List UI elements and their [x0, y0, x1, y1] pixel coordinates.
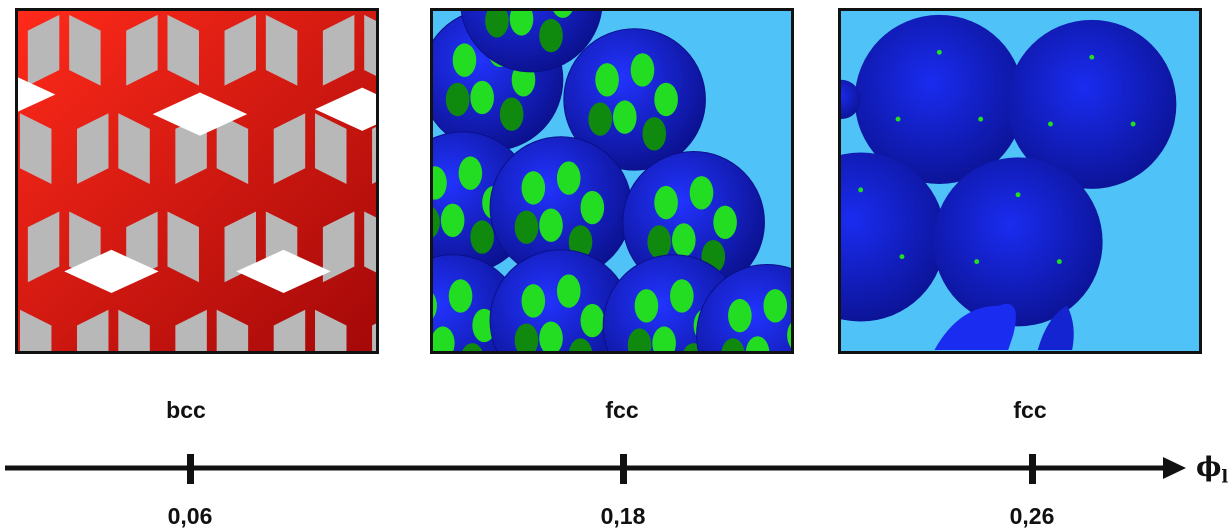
- tick-label-1: 0,06: [168, 503, 213, 530]
- particle-patch: [539, 209, 563, 242]
- particle-patch: [595, 63, 619, 96]
- particle-patch: [654, 186, 678, 219]
- particle-patch: [670, 279, 694, 312]
- phase-label-bcc: bcc: [166, 397, 206, 424]
- particle-patch: [1057, 259, 1062, 264]
- particle-patch: [1016, 192, 1021, 197]
- particle-patch: [978, 117, 983, 122]
- particle-patch: [522, 171, 546, 204]
- tick-label-3: 0,26: [1010, 503, 1055, 530]
- particle-patch: [858, 187, 863, 192]
- phase-label-fcc-2: fcc: [1013, 397, 1046, 424]
- particle-patch: [588, 102, 612, 135]
- particle-patch: [557, 274, 581, 307]
- particle-patch: [728, 299, 752, 332]
- particle-patch: [763, 289, 787, 322]
- particle-patch: [647, 225, 671, 258]
- particle-patch: [631, 53, 655, 86]
- particle-patch: [974, 259, 979, 264]
- particle-patch: [581, 304, 605, 337]
- phase-label-fcc-1: fcc: [605, 397, 638, 424]
- axis-variable-label: ϕl: [1196, 452, 1228, 487]
- particle-patch: [900, 254, 905, 259]
- fcc-structure-image-1: [430, 8, 794, 354]
- particle-patch: [581, 191, 605, 224]
- particle-patch: [635, 289, 659, 322]
- particle-patch: [1131, 122, 1136, 127]
- particle-patch: [557, 161, 581, 194]
- particle-patch: [470, 220, 494, 253]
- phi-axis: [0, 440, 1232, 500]
- particle-patch: [470, 81, 494, 114]
- fcc-patchy-render-2: [841, 11, 1199, 351]
- particle-patch: [441, 204, 465, 237]
- patchy-particle: [933, 157, 1102, 326]
- bcc-structure-image: [15, 8, 379, 354]
- particle-patch: [446, 83, 470, 116]
- particle-patch: [459, 156, 483, 189]
- particle-patch: [613, 100, 637, 133]
- particle-patch: [672, 223, 696, 256]
- fcc-structure-image-2: [838, 8, 1202, 354]
- particle-patch: [654, 83, 678, 116]
- particle-patch: [1048, 122, 1053, 127]
- particle-patch: [642, 117, 666, 150]
- particle-patch: [896, 117, 901, 122]
- axis-tick-3: [1029, 454, 1036, 484]
- bcc-network-render: [18, 11, 376, 351]
- particle-patch: [500, 97, 524, 130]
- tick-label-2: 0,18: [601, 503, 646, 530]
- particle-patch: [713, 206, 737, 239]
- particle-patch: [522, 284, 546, 317]
- axis-tick-1: [187, 454, 194, 484]
- particle-patch: [1089, 55, 1094, 60]
- particle-patch: [515, 210, 539, 243]
- particle-patch: [937, 50, 942, 55]
- fcc-patchy-render-1: [433, 11, 791, 351]
- axis-arrowhead: [1163, 457, 1186, 479]
- axis-tick-2: [620, 454, 627, 484]
- particle-patch: [449, 279, 473, 312]
- particle-patch: [690, 176, 714, 209]
- particle-patch: [453, 43, 477, 76]
- particle-patch: [539, 19, 563, 52]
